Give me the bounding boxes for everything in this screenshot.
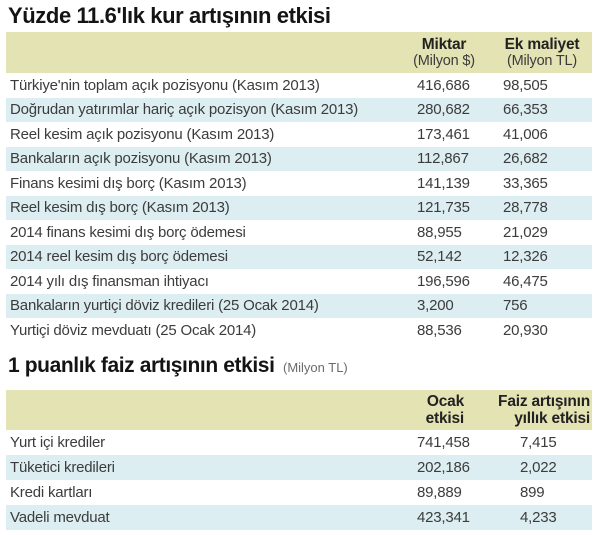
cost-column-header: Ek maliyet (Milyon TL) (492, 32, 592, 73)
cost-column-unit: (Milyon TL) (506, 52, 578, 69)
row-label: Doğrudan yatırımlar hariç açık pozisyon … (10, 101, 359, 119)
table-row: Kredi kartları 89,889 899 (6, 479, 592, 505)
annual-effect-line1: Faiz artışının (498, 392, 590, 410)
table-row: 2014 finans kesimi dış borç ödemesi 88,9… (6, 220, 592, 245)
row-cost: 756 (503, 297, 528, 315)
table-row: Reel kesim dış borç (Kasım 2013) 121,735… (6, 195, 592, 220)
row-label: Türkiye'nin toplam açık pozisyonu (Kasım… (10, 76, 320, 94)
row-label: Bankaların yurtiçi döviz kredileri (25 O… (10, 297, 319, 315)
row-label: Finans kesimi dış borç (Kasım 2013) (10, 174, 247, 192)
row-cost: 2,022 (520, 458, 557, 476)
table2: Ocak etkisi Faiz artışının yıllık etkisi… (6, 389, 592, 530)
row-amount: 52,142 (417, 248, 462, 266)
table2-title-row: 1 puanlık faiz artışının etkisi (Milyon … (8, 354, 592, 380)
row-amount: 416,686 (417, 76, 470, 94)
annual-effect-line2: yıllık etkisi (514, 409, 590, 427)
row-amount: 196,596 (417, 272, 470, 290)
table2-header-spacer (6, 390, 366, 430)
table2-header: Ocak etkisi Faiz artışının yıllık etkisi (6, 389, 592, 430)
row-cost: 33,365 (503, 174, 548, 192)
row-amount: 3,200 (417, 297, 454, 315)
table1-title: Yüzde 11.6'lık kur artışının etkisi (8, 3, 331, 28)
table-row: Doğrudan yatırımlar hariç açık pozisyon … (6, 97, 592, 122)
row-cost: 20,930 (503, 321, 548, 339)
amount-column-title: Miktar (421, 35, 467, 53)
table-row: Bankaların açık pozisyonu (Kasım 2013) 1… (6, 146, 592, 171)
row-label: Vadeli mevduat (10, 508, 110, 526)
row-amount: 141,139 (417, 174, 470, 192)
table-row: 2014 reel kesim dış borç ödemesi 52,142 … (6, 244, 592, 269)
row-cost: 26,682 (503, 150, 548, 168)
row-cost: 4,233 (520, 508, 557, 526)
table-row: Bankaların yurtiçi döviz kredileri (25 O… (6, 293, 592, 318)
row-label: 2014 yılı dış finansman ihtiyacı (10, 272, 209, 290)
january-effect-line2: etkisi (425, 409, 465, 427)
row-amount: 741,458 (417, 433, 470, 451)
row-label: 2014 finans kesimi dış borç ödemesi (10, 223, 246, 241)
amount-column-header: Miktar (Milyon $) (396, 32, 492, 73)
table2-title-unit: (Milyon TL) (282, 359, 348, 375)
table-row: Finans kesimi dış borç (Kasım 2013) 141,… (6, 171, 592, 196)
row-amount: 202,186 (417, 458, 470, 476)
table2-title: 1 puanlık faiz artışının etkisi (8, 353, 275, 377)
table-row: Yurt içi krediler 741,458 7,415 (6, 429, 592, 455)
row-label: Tüketici kredileri (10, 458, 115, 476)
row-label: Reel kesim açık pozisyonu (Kasım 2013) (10, 125, 275, 143)
cost-column-title: Ek maliyet (504, 35, 580, 53)
row-cost: 21,029 (503, 223, 548, 241)
row-cost: 46,475 (503, 272, 548, 290)
row-label: Yurt içi krediler (10, 433, 105, 451)
table-row: Türkiye'nin toplam açık pozisyonu (Kasım… (6, 73, 592, 98)
table-row: 2014 yılı dış finansman ihtiyacı 196,596… (6, 269, 592, 294)
table-row: Vadeli mevduat 423,341 4,233 (6, 504, 592, 530)
row-cost: 41,006 (503, 125, 548, 143)
row-label: Yurtiçi döviz mevduatı (25 Ocak 2014) (10, 321, 257, 339)
table1-header: Miktar (Milyon $) Ek maliyet (Milyon TL) (6, 32, 592, 73)
row-amount: 173,461 (417, 125, 470, 143)
table1: Miktar (Milyon $) Ek maliyet (Milyon TL)… (6, 32, 592, 343)
row-amount: 88,536 (417, 321, 462, 339)
amount-column-unit: (Milyon $) (413, 52, 475, 69)
row-amount: 88,955 (417, 223, 462, 241)
table-row: Reel kesim açık pozisyonu (Kasım 2013) 1… (6, 122, 592, 147)
january-effect-line1: Ocak (426, 392, 464, 410)
january-effect-column-header: Ocak etkisi (366, 390, 466, 430)
row-label: Reel kesim dış borç (Kasım 2013) (10, 199, 230, 217)
row-amount: 423,341 (417, 508, 470, 526)
row-label: 2014 reel kesim dış borç ödemesi (10, 248, 228, 266)
row-amount: 89,889 (417, 483, 462, 501)
row-cost: 28,778 (503, 199, 548, 217)
row-cost: 12,326 (503, 248, 548, 266)
row-cost: 899 (520, 483, 545, 501)
row-amount: 112,867 (417, 150, 469, 168)
annual-effect-column-header: Faiz artışının yıllık etkisi (466, 390, 592, 430)
row-amount: 121,735 (417, 199, 470, 217)
row-label: Bankaların açık pozisyonu (Kasım 2013) (10, 150, 272, 168)
row-cost: 7,415 (520, 433, 557, 451)
table-row: Tüketici kredileri 202,186 2,022 (6, 454, 592, 480)
table-row: Yurtiçi döviz mevduatı (25 Ocak 2014) 88… (6, 318, 592, 343)
row-cost: 66,353 (503, 101, 548, 119)
row-cost: 98,505 (503, 76, 548, 94)
row-label: Kredi kartları (10, 483, 93, 501)
row-amount: 280,682 (417, 101, 470, 119)
table1-header-spacer (6, 32, 396, 73)
